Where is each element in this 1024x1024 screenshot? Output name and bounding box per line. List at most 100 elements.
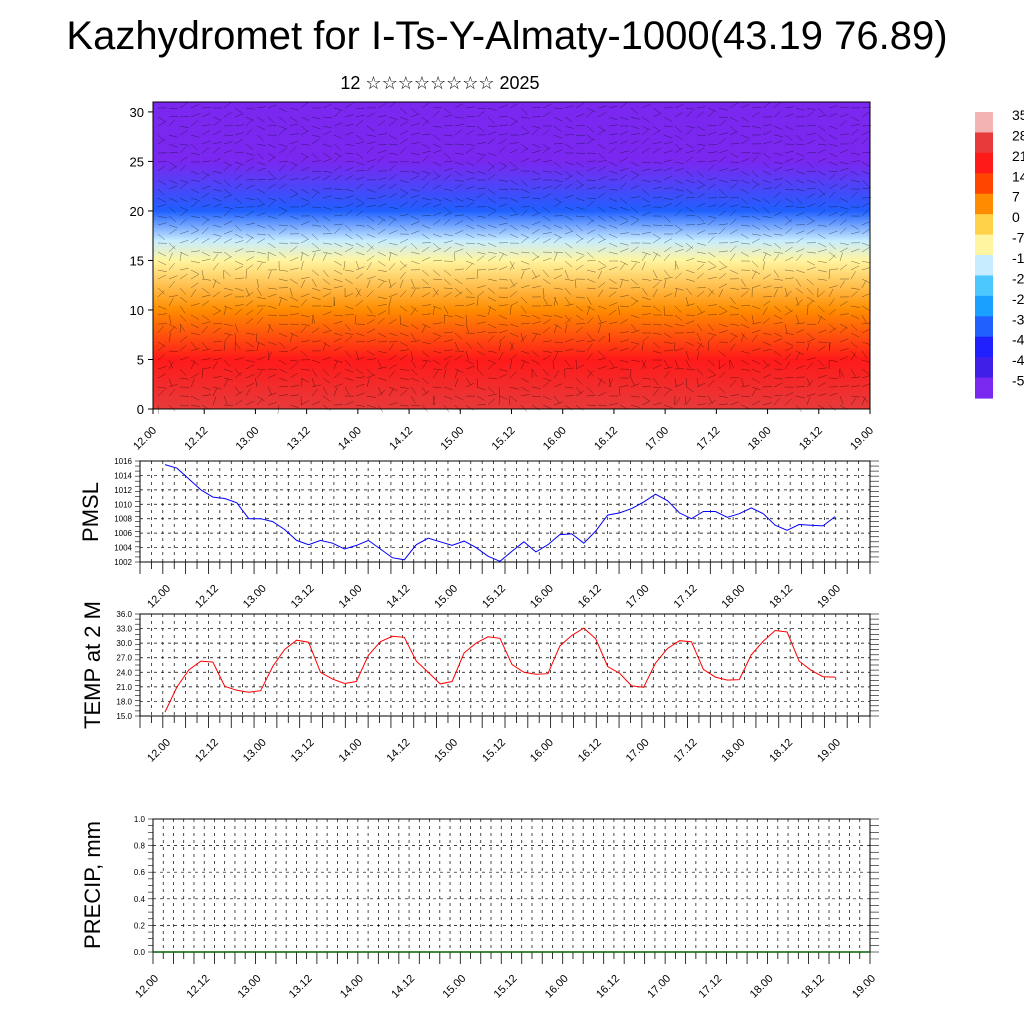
temp-xtick-label: 19.00 — [815, 737, 843, 765]
precip-ytick-label: 0.6 — [134, 868, 146, 877]
heatmap-xtick-label: 15.12 — [490, 425, 518, 453]
heatmap-xtick-label: 14.12 — [387, 425, 415, 453]
pmsl-xtick-label: 15.12 — [480, 583, 508, 611]
precip-ytick-label: 1.0 — [134, 815, 146, 824]
precip-xtick-label: 12.00 — [133, 973, 161, 1001]
colorbar-segment — [975, 377, 993, 399]
pmsl-ytick-label: 1012 — [114, 486, 132, 495]
temp-xtick-label: 15.00 — [432, 737, 460, 765]
precip-xtick-label: 14.12 — [389, 973, 417, 1001]
temp-xtick-label: 18.00 — [719, 737, 747, 765]
temp-ytick-label: 15.0 — [116, 712, 132, 721]
pmsl-xtick-label: 12.00 — [145, 583, 173, 611]
pmsl-ytick-label: 1002 — [114, 558, 132, 567]
colorbar-label: 14 — [1012, 168, 1024, 184]
temp-ytick-label: 30.0 — [116, 639, 132, 648]
colorbar-segment — [975, 193, 993, 215]
heatmap-ytick-label: 0 — [137, 402, 144, 417]
pmsl-ytick-label: 1014 — [114, 471, 132, 480]
precip-ytick-label: 0.4 — [134, 895, 146, 904]
heatmap-xtick-label: 16.12 — [592, 425, 620, 453]
pmsl-ytick-label: 1016 — [114, 457, 132, 466]
temp-xtick-label: 13.12 — [289, 737, 317, 765]
temp-ytick-label: 36.0 — [116, 610, 132, 619]
temp-xtick-label: 14.12 — [384, 737, 412, 765]
colorbar-segment — [975, 173, 993, 195]
pmsl-xtick-label: 17.12 — [672, 583, 700, 611]
temp-series-line — [164, 627, 836, 713]
pmsl-xtick-label: 15.00 — [432, 583, 460, 611]
colorbar-segment — [975, 234, 993, 256]
colorbar-label: 28 — [1012, 127, 1024, 143]
precip-xtick-label: 12.12 — [184, 973, 212, 1001]
colorbar-segment — [975, 295, 993, 317]
heatmap-ytick-label: 15 — [130, 253, 144, 268]
pmsl-xtick-label: 13.00 — [241, 583, 269, 611]
precip-ylabel: PRECIP, mm — [80, 821, 105, 949]
temp-xtick-label: 17.12 — [672, 737, 700, 765]
heatmap-xtick-label: 18.12 — [797, 425, 825, 453]
colorbar-label: -2 — [1012, 291, 1024, 307]
pmsl-xtick-label: 14.00 — [337, 583, 365, 611]
heatmap-xtick-label: 13.00 — [234, 425, 262, 453]
pmsl-xtick-label: 16.00 — [528, 583, 556, 611]
colorbar-label: -1 — [1012, 250, 1024, 266]
colorbar-segment — [975, 336, 993, 358]
temp-ylabel: TEMP at 2 M — [80, 601, 105, 729]
colorbar-segment — [975, 112, 993, 134]
heatmap-xtick-label: 15.00 — [438, 425, 466, 453]
precip-xtick-label: 18.12 — [799, 973, 827, 1001]
pmsl-ytick-label: 1004 — [114, 544, 132, 553]
colorbar-segment — [975, 316, 993, 338]
pmsl-ytick-label: 1006 — [114, 529, 132, 538]
heatmap-xtick-label: 13.12 — [285, 425, 313, 453]
colorbar-segment — [975, 275, 993, 297]
temp-xtick-label: 13.00 — [241, 737, 269, 765]
precip-xtick-label: 15.12 — [492, 973, 520, 1001]
precip-xtick-label: 18.00 — [748, 973, 776, 1001]
precip-ytick-label: 0.2 — [134, 921, 146, 930]
precip-xtick-label: 17.12 — [697, 973, 725, 1001]
heatmap-ytick-label: 30 — [130, 105, 144, 120]
temp-ytick-label: 21.0 — [116, 683, 132, 692]
temp-xtick-label: 16.00 — [528, 737, 556, 765]
pmsl-xtick-label: 13.12 — [289, 583, 317, 611]
colorbar-label: 21 — [1012, 148, 1024, 164]
temp-ytick-label: 24.0 — [116, 668, 132, 677]
colorbar-segment — [975, 132, 993, 154]
heatmap-ytick-label: 5 — [137, 352, 144, 367]
precip-xtick-label: 16.00 — [543, 973, 571, 1001]
pmsl-series-line — [164, 464, 836, 562]
pmsl-xtick-label: 16.12 — [576, 583, 604, 611]
temp-xtick-label: 12.12 — [193, 737, 221, 765]
precip-grid — [153, 818, 870, 953]
colorbar-segment — [975, 357, 993, 379]
temp-grid — [140, 613, 870, 717]
pmsl-xtick-label: 14.12 — [384, 583, 412, 611]
pmsl-xtick-label: 17.00 — [624, 583, 652, 611]
temp-xtick-label: 17.00 — [624, 737, 652, 765]
precip-xtick-label: 13.00 — [236, 973, 264, 1001]
temp-ytick-label: 18.0 — [116, 697, 132, 706]
pmsl-xtick-label: 12.12 — [193, 583, 221, 611]
precip-xtick-label: 19.00 — [850, 973, 878, 1001]
heatmap-xtick-label: 19.00 — [848, 425, 876, 453]
heatmap-xtick-label: 16.00 — [541, 425, 569, 453]
colorbar-label: -4 — [1012, 352, 1024, 368]
colorbar-segment — [975, 152, 993, 174]
temp-xtick-label: 12.00 — [145, 737, 173, 765]
pmsl-ytick-label: 1008 — [114, 515, 132, 524]
colorbar-label: -3 — [1012, 311, 1024, 327]
colorbar-label: 0 — [1012, 209, 1020, 225]
precip-xtick-label: 15.00 — [440, 973, 468, 1001]
temp-ytick-label: 33.0 — [116, 625, 132, 634]
temp-xtick-label: 18.12 — [767, 737, 795, 765]
chart-subtitle: 12 ☆☆☆☆☆☆☆☆ 2025 — [340, 73, 540, 93]
temp-xtick-label: 15.12 — [480, 737, 508, 765]
pmsl-ytick-label: 1010 — [114, 500, 132, 509]
heatmap-xtick-label: 18.00 — [746, 425, 774, 453]
wind-barbs — [157, 101, 872, 415]
heatmap-field — [153, 102, 870, 409]
heatmap-xtick-label: 14.00 — [336, 425, 364, 453]
